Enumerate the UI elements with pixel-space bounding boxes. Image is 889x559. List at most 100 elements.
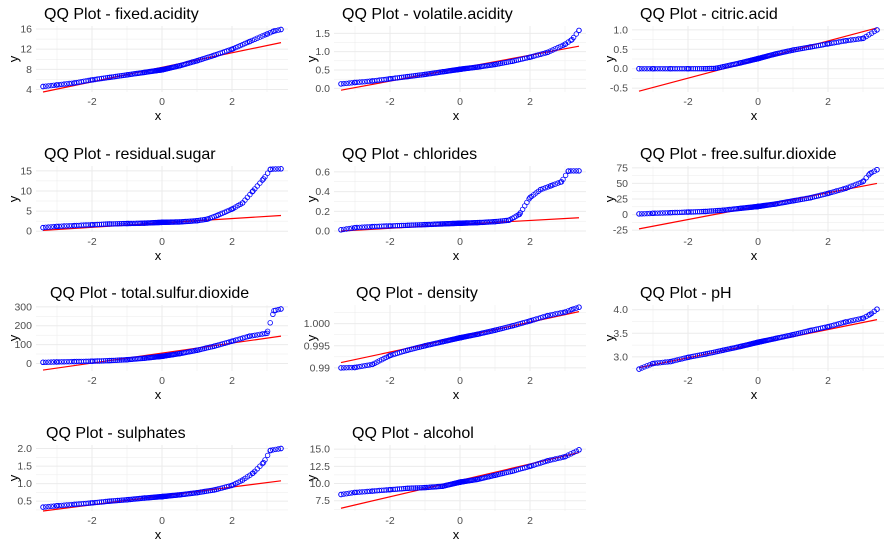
qq-point	[361, 488, 368, 495]
qq-point	[403, 222, 409, 229]
qq-point	[527, 318, 533, 324]
qq-point	[341, 491, 347, 497]
qq-point	[705, 65, 711, 72]
qq-point	[705, 350, 711, 357]
qq-point	[647, 210, 653, 217]
y-axis-label: y	[602, 195, 617, 202]
qq-point	[414, 485, 421, 491]
qq-point	[254, 183, 260, 189]
qq-point	[422, 71, 428, 78]
qq-point	[159, 219, 165, 225]
qq-point	[569, 306, 575, 313]
x-tick-label: -2	[87, 236, 96, 248]
qq-point	[845, 37, 851, 44]
qq-point	[338, 365, 344, 371]
y-tick-label: 0.0	[613, 63, 628, 75]
qq-point	[474, 64, 481, 70]
panel-title: QQ Plot - citric.acid	[640, 6, 778, 23]
qq-point	[544, 49, 551, 56]
sample-points	[40, 166, 284, 231]
x-tick-label: 2	[229, 96, 235, 108]
qq-point	[755, 203, 761, 210]
x-tick-label: 2	[527, 236, 533, 248]
qq-point	[103, 498, 109, 505]
qq-point	[474, 476, 481, 483]
qq-point	[257, 180, 263, 186]
qq-point	[874, 27, 880, 33]
qq-point	[398, 222, 405, 229]
y-tick-label: -25	[613, 225, 628, 237]
qq-point	[414, 72, 421, 78]
x-tick-label: 0	[457, 96, 463, 108]
qq-point	[63, 81, 70, 87]
x-tick-label: 2	[229, 375, 235, 387]
qq-point	[568, 168, 574, 174]
qq-point	[260, 459, 267, 466]
qq-point	[359, 79, 365, 85]
qq-point	[103, 221, 109, 227]
qq-point	[650, 65, 656, 72]
y-axis-label: y	[602, 55, 617, 62]
qq-point	[257, 331, 263, 338]
sample-points	[636, 27, 880, 72]
qq-point	[874, 306, 880, 312]
y-tick-label: 1.0	[315, 46, 330, 58]
qq-point	[548, 183, 554, 189]
qq-point	[412, 485, 419, 491]
qq-point	[387, 486, 393, 493]
qq-point	[801, 196, 807, 202]
qq-point	[349, 225, 355, 231]
qq-point	[555, 180, 561, 186]
qq-point	[141, 355, 148, 361]
qq-panel-7: -2 0 2 0 100 200 300 x y QQ Plot - total.sulfur.d…	[6, 285, 288, 402]
qq-point	[103, 357, 109, 364]
qq-point	[199, 217, 206, 223]
x-tick-label: 0	[159, 96, 165, 108]
qq-point	[537, 51, 544, 57]
qq-point	[853, 181, 859, 188]
qq-point	[159, 67, 165, 73]
x-tick-label: 2	[229, 236, 235, 248]
qq-point	[194, 489, 200, 496]
x-axis-label: x	[155, 527, 162, 542]
qq-point	[422, 484, 428, 491]
qq-point	[699, 65, 705, 72]
qq-point	[848, 183, 854, 189]
qq-point	[652, 360, 658, 366]
qq-point	[404, 73, 411, 80]
qq-panel-1: -2 0 2 4 8 12 16 x y QQ Plot - fixed.acidity	[6, 6, 288, 123]
qq-point	[398, 74, 405, 80]
y-axis-label: y	[602, 334, 617, 341]
qq-point	[352, 79, 358, 86]
qq-point	[118, 497, 125, 503]
qq-point	[387, 223, 393, 229]
sample-points	[338, 304, 582, 371]
qq-point	[562, 454, 568, 460]
qq-point	[114, 221, 121, 227]
qq-point	[56, 223, 62, 229]
qq-point	[542, 185, 549, 191]
qq-point	[124, 220, 130, 227]
panel-title: QQ Plot - sulphates	[46, 425, 186, 442]
qq-point	[835, 321, 842, 327]
qq-point	[267, 447, 274, 453]
qq-point	[343, 490, 350, 497]
qq-point	[702, 351, 709, 357]
qq-point	[226, 47, 232, 53]
panel-title: QQ Plot - pH	[640, 285, 732, 302]
qq-point	[246, 333, 253, 339]
qq-point	[636, 65, 642, 72]
x-tick-label: 0	[755, 375, 761, 387]
qq-point	[271, 28, 277, 34]
qq-point	[650, 360, 656, 367]
qq-point	[457, 66, 463, 72]
qq-point	[568, 451, 574, 457]
qq-point	[457, 479, 463, 485]
qq-point	[352, 489, 358, 496]
qq-point	[685, 65, 691, 72]
qq-point	[349, 364, 355, 371]
qq-point	[242, 40, 248, 47]
qq-point	[492, 218, 498, 225]
qq-point	[807, 44, 814, 50]
reference-line	[42, 335, 282, 371]
